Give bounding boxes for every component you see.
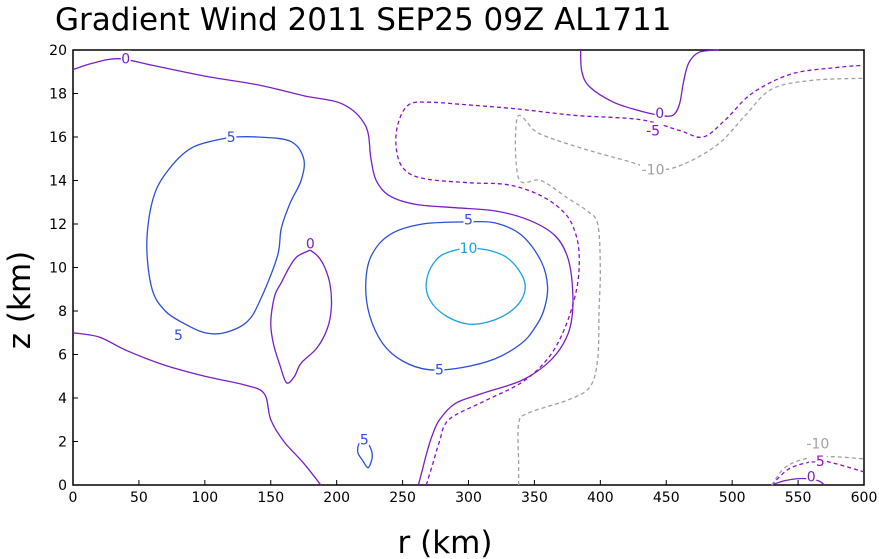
- contour-label-bg: [806, 468, 817, 483]
- x-tick-label: 250: [389, 490, 416, 506]
- contour-line-level-5: [356, 440, 373, 469]
- y-axis-label: z (km): [2, 251, 38, 349]
- contour-label-bg: [640, 161, 667, 176]
- contour-label: -10: [642, 163, 665, 179]
- contour-label-bg: [459, 239, 478, 254]
- contour-line-level-neg5: [395, 64, 865, 486]
- contour-label-bg: [120, 50, 131, 65]
- contour-label-bg: [305, 235, 316, 250]
- contour-label: 5: [360, 432, 369, 448]
- contour-line-level-0: [579, 49, 720, 117]
- contour-label-bg: [173, 326, 184, 341]
- x-axis: 0 50 100 150 200 250 300 350 400 450 500 550 600: [69, 480, 878, 506]
- contour-label: -10: [806, 437, 829, 453]
- contour-line-level-5: [146, 136, 306, 335]
- contour-label: 0: [306, 237, 315, 253]
- x-tick-label: 550: [785, 490, 812, 506]
- y-tick-label: 0: [58, 478, 67, 494]
- y-tick-label: 2: [58, 435, 67, 451]
- contour-label-bg: [359, 431, 370, 446]
- x-tick-label: 400: [587, 490, 614, 506]
- contour-label: -5: [646, 123, 660, 139]
- contour-label-bg: [644, 122, 663, 137]
- contour-line-level-10: [425, 247, 526, 325]
- contour-line-level-neg5: [771, 459, 865, 486]
- x-tick-label: 500: [719, 490, 746, 506]
- x-tick-label: 350: [521, 490, 548, 506]
- x-tick-label: 200: [323, 490, 350, 506]
- x-tick-label: 450: [653, 490, 680, 506]
- chart-title: Gradient Wind 2011 SEP25 09Z AL1711: [55, 2, 671, 38]
- y-tick-label: 14: [49, 174, 67, 190]
- y-tick-label: 4: [58, 391, 67, 407]
- contour-label: 0: [121, 52, 130, 68]
- contour-line-level-5: [365, 220, 549, 371]
- y-tick-label: 16: [49, 130, 67, 146]
- contour-label-bg: [434, 361, 445, 376]
- y-axis: 0 2 4 6 8 10 12 14 16 18 20: [49, 43, 78, 494]
- contour-label: 5: [227, 130, 236, 146]
- x-tick-label: 300: [455, 490, 482, 506]
- contour-line-level-0: [270, 249, 333, 384]
- y-tick-label: 10: [49, 261, 67, 277]
- contour-label: 5: [435, 363, 444, 379]
- x-axis-label: r (km): [398, 525, 493, 559]
- contour-line-level-0: [72, 332, 322, 486]
- y-tick-label: 18: [49, 87, 67, 103]
- y-tick-label: 12: [49, 217, 67, 233]
- contour-label-bg: [804, 435, 831, 450]
- contour-line-level-0: [72, 58, 574, 486]
- contour-line-level-neg10: [514, 77, 865, 485]
- contour-line-level-0: [771, 477, 825, 486]
- contour-label-bg: [463, 211, 474, 226]
- contour-line-level-neg10: [771, 456, 865, 486]
- x-tick-label: 0: [69, 490, 78, 506]
- contour-label-bg: [226, 129, 237, 143]
- contour-label: 10: [460, 241, 478, 257]
- x-tick-label: 100: [191, 490, 218, 506]
- contour-lines: [72, 49, 865, 486]
- x-tick-label: 600: [851, 490, 878, 506]
- contour-label-bg: [808, 453, 827, 468]
- y-tick-label: 20: [49, 43, 67, 59]
- contour-label: 0: [807, 469, 816, 485]
- contour-label: 0: [655, 106, 664, 122]
- contour-label: 5: [464, 213, 473, 229]
- contour-label: 5: [174, 328, 183, 344]
- contour-label-bg: [654, 105, 665, 120]
- x-tick-label: 50: [130, 490, 148, 506]
- x-tick-label: 150: [257, 490, 284, 506]
- contour-label: -5: [811, 454, 825, 470]
- y-tick-label: 6: [58, 348, 67, 364]
- y-tick-label: 8: [58, 304, 67, 320]
